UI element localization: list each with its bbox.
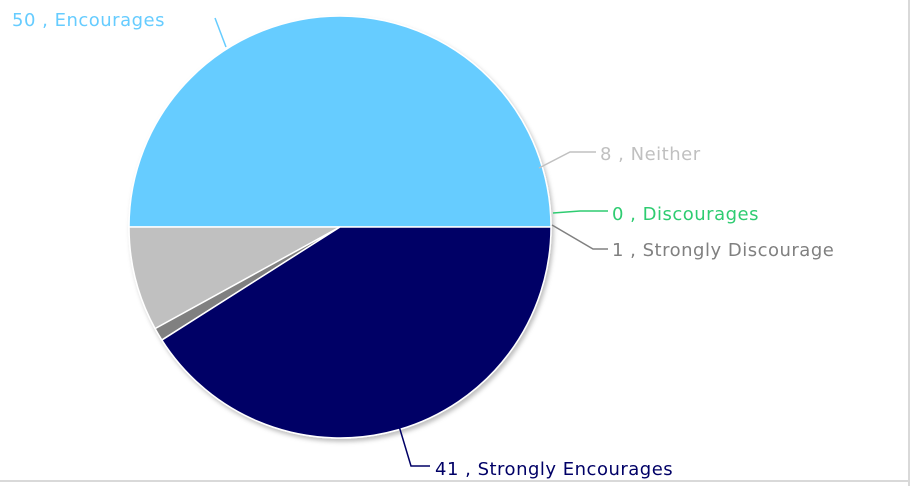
slice-labels: 50 , Encourages 8 , Neither 0 , Discourage… bbox=[12, 10, 834, 480]
connector-neither bbox=[538, 151, 596, 169]
connector-encourages bbox=[214, 17, 227, 48]
slice-label-encourages: 50 , Encourages bbox=[12, 10, 165, 31]
slice-label-strongly-discourage: 1 , Strongly Discourage bbox=[612, 240, 834, 261]
pie-slice-strongly-encourages[interactable] bbox=[161, 226, 552, 439]
frame-border-right bbox=[908, 0, 910, 486]
connector-strongly-discourage bbox=[551, 224, 608, 250]
slice-label-neither: 8 , Neither bbox=[600, 144, 701, 165]
label-connectors bbox=[214, 17, 608, 467]
connector-strongly-encourages bbox=[398, 425, 430, 467]
slice-label-strongly-encourages: 41 , Strongly Encourages bbox=[435, 459, 673, 480]
connector-discourages bbox=[552, 210, 608, 214]
pie-slice-neither[interactable] bbox=[128, 226, 341, 330]
frame-border-bottom bbox=[0, 480, 910, 482]
pie-slices bbox=[128, 15, 552, 439]
pie-slice-encourages[interactable] bbox=[128, 15, 552, 228]
slice-label-discourages: 0 , Discourages bbox=[612, 204, 759, 225]
